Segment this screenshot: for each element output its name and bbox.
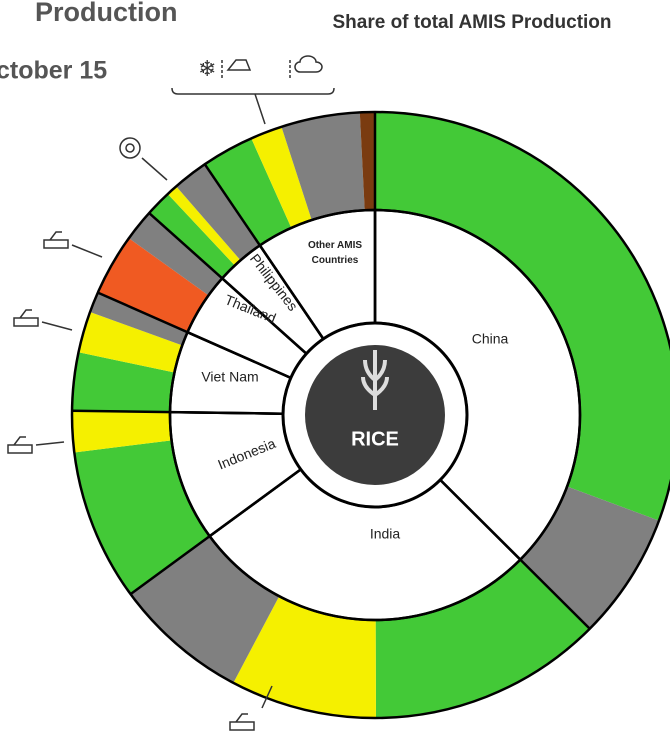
header-line: ctober 15	[0, 57, 107, 85]
country-divider	[148, 212, 308, 355]
outer-segment	[90, 292, 188, 346]
outer-segment	[204, 138, 292, 246]
country-divider	[72, 409, 284, 415]
category-label: Other AMIS Countries	[307, 240, 363, 266]
country-divider	[129, 468, 302, 596]
hub	[305, 345, 445, 485]
outer-segment	[176, 164, 260, 261]
header-line: Production	[35, 0, 178, 27]
outer-segment	[375, 112, 670, 521]
outer-segment	[149, 193, 235, 279]
outer-segment	[74, 440, 210, 595]
outer-border	[70, 110, 670, 720]
outer-segment	[167, 186, 241, 266]
ring-border	[168, 208, 582, 622]
outer-segment	[375, 559, 590, 718]
outer-segment	[251, 126, 312, 228]
country-divider	[203, 163, 325, 340]
country-divider	[439, 479, 591, 630]
category-label: India	[370, 526, 401, 542]
outer-segment	[78, 312, 183, 373]
outer-segment	[128, 213, 223, 296]
outer-segment	[233, 596, 376, 718]
rice-icon	[361, 350, 389, 410]
outer-segment	[97, 238, 209, 333]
category-label: Viet Nam	[201, 369, 258, 385]
outer-segment	[359, 112, 375, 211]
outer-segment	[72, 352, 175, 413]
annotations: ❄	[7, 55, 335, 731]
category-label-box: Other AMIS Countries	[307, 240, 363, 266]
svg-text:❄: ❄	[198, 56, 216, 81]
category-label: China	[472, 331, 509, 347]
center-label: RICE	[351, 428, 399, 450]
outer-segment	[281, 112, 365, 221]
outer-segment	[72, 410, 172, 453]
chart-title: Share of total AMIS Production	[332, 12, 611, 33]
country-divider	[97, 291, 292, 379]
outer-segment	[130, 536, 280, 683]
